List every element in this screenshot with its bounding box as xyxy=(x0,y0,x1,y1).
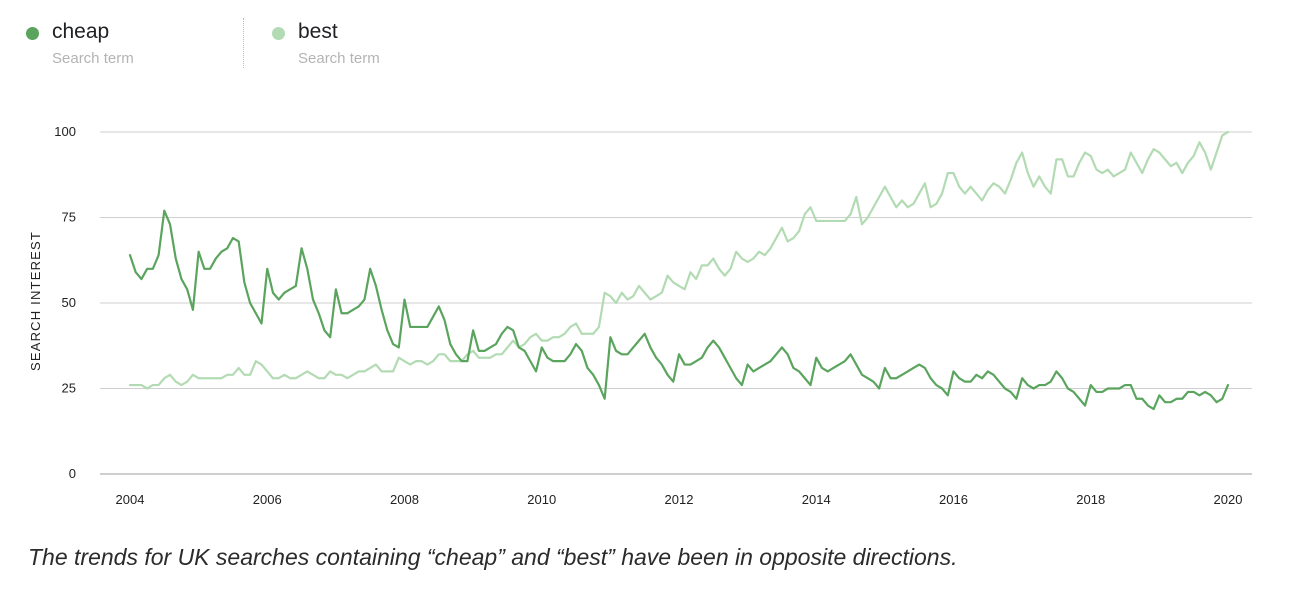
x-tick-label-2004: 2004 xyxy=(116,492,145,507)
x-tick-label-2018: 2018 xyxy=(1076,492,1105,507)
x-tick-label-2016: 2016 xyxy=(939,492,968,507)
x-tick-label-2008: 2008 xyxy=(390,492,419,507)
chart-caption: The trends for UK searches containing “c… xyxy=(28,544,958,570)
chart-legend: cheap Search term best Search term xyxy=(26,18,446,70)
legend-dot-best xyxy=(272,27,285,40)
legend-divider xyxy=(243,18,244,68)
series-line-best xyxy=(128,130,1230,390)
y-tick-label-0: 0 xyxy=(69,466,76,481)
legend-dot-cheap xyxy=(26,27,39,40)
legend-subtitle-cheap: Search term xyxy=(52,50,134,67)
legend-subtitle-best: Search term xyxy=(298,50,380,67)
x-tick-label-2006: 2006 xyxy=(253,492,282,507)
legend-term-best: best xyxy=(298,20,338,43)
y-tick-label-50: 50 xyxy=(62,295,76,310)
legend-term-cheap: cheap xyxy=(52,20,110,43)
x-tick-label-2012: 2012 xyxy=(665,492,694,507)
x-tick-label-2014: 2014 xyxy=(802,492,831,507)
x-tick-labels: 2004 2006 2008 2010 2012 2014 2016 2018 2020 xyxy=(116,492,1243,507)
y-tick-label-75: 75 xyxy=(62,210,76,225)
x-tick-label-2020: 2020 xyxy=(1214,492,1243,507)
series-lines xyxy=(128,130,1230,411)
y-tick-label-25: 25 xyxy=(62,381,76,396)
series-line-cheap xyxy=(128,209,1230,411)
y-tick-label-100: 100 xyxy=(54,124,76,139)
gridlines xyxy=(100,131,1252,475)
y-axis-label: SEARCH INTEREST xyxy=(28,231,43,371)
y-tick-labels: 0 25 50 75 100 xyxy=(54,124,76,481)
x-tick-label-2010: 2010 xyxy=(527,492,556,507)
